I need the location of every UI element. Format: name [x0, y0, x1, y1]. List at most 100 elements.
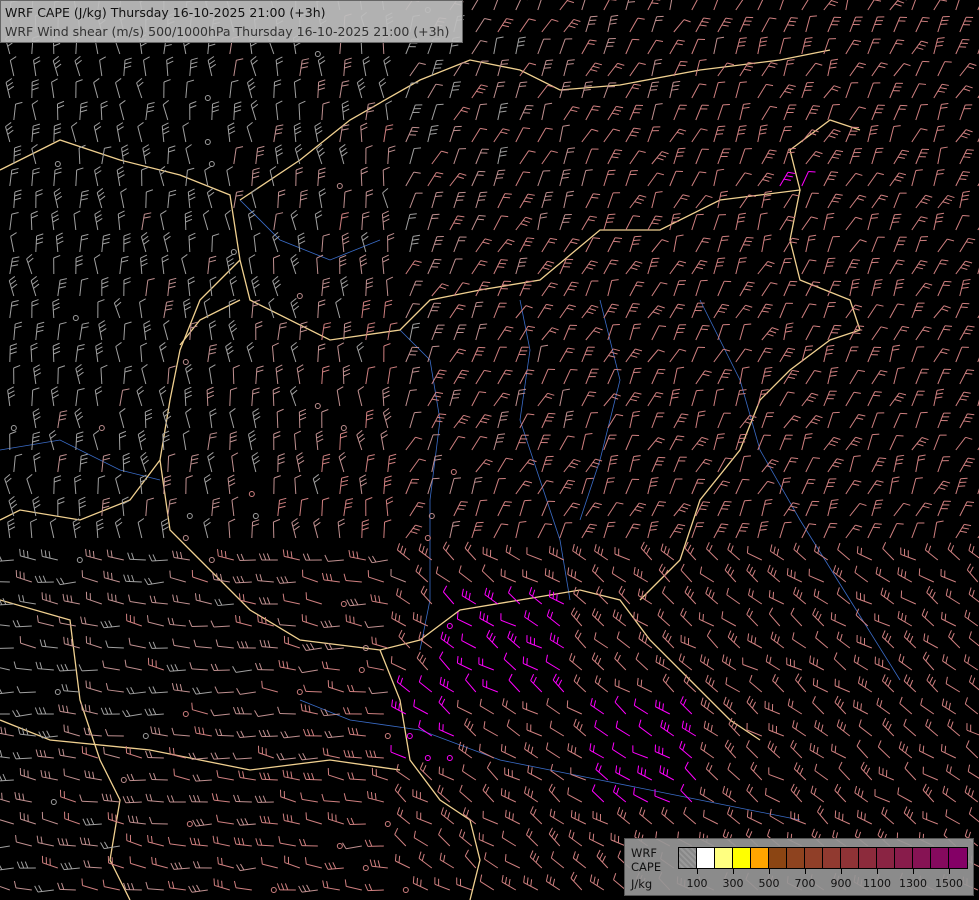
wind-barb-feather	[921, 40, 929, 44]
wind-barb-feather	[260, 615, 263, 624]
wind-barb-feather	[249, 214, 256, 219]
wind-barb-feather	[215, 639, 219, 647]
wind-barb-shaft	[591, 614, 605, 627]
wind-barb-shaft	[592, 570, 605, 583]
wind-barb-feather	[462, 62, 470, 65]
wind-barb-feather	[657, 504, 665, 507]
wind-barb-shaft	[229, 412, 235, 429]
wind-barb-feather	[962, 194, 970, 197]
wind-barb-feather	[742, 366, 750, 369]
wind-barb-feather	[661, 151, 669, 155]
wind-barb-feather	[22, 793, 25, 801]
calm-wind-circle	[208, 557, 215, 563]
wind-barb-feather	[563, 486, 571, 489]
wind-barb-feather	[640, 541, 645, 549]
wind-barb-feather	[31, 100, 39, 105]
wind-barb-feather	[764, 502, 772, 505]
country-border	[379, 649, 481, 900]
wind-barb-feather	[683, 674, 688, 682]
wind-barb-feather	[169, 498, 177, 501]
wind-barb-feather	[770, 282, 778, 285]
wind-barb-feather	[6, 125, 13, 131]
wind-barb-feather	[749, 786, 753, 794]
wind-barb-feather	[111, 593, 113, 601]
wind-barb-feather	[31, 214, 38, 219]
wind-barb-feather	[699, 171, 707, 174]
wind-barb-feather	[564, 81, 572, 84]
wind-barb-feather	[435, 83, 443, 86]
wind-barb-shaft	[591, 790, 605, 803]
wind-barb-shaft	[805, 457, 814, 473]
wind-barb-feather	[853, 39, 862, 42]
wind-barb-feather	[567, 787, 570, 795]
wind-barb-shaft	[60, 796, 76, 803]
wind-barb-feather	[853, 455, 861, 457]
wind-barb-feather	[454, 389, 462, 392]
wind-barb-feather	[787, 171, 795, 174]
wind-barb-shaft	[493, 215, 502, 231]
wind-barb-feather	[229, 323, 236, 329]
wind-barb-feather	[322, 369, 330, 373]
wind-barb-feather	[436, 171, 444, 175]
wind-barb-feather	[230, 431, 238, 435]
wind-barb-feather	[590, 697, 593, 706]
wind-barb-shaft	[607, 502, 617, 517]
wind-barb-feather	[382, 210, 389, 215]
wind-barb-shaft	[801, 434, 807, 451]
wind-barb-feather	[12, 752, 17, 760]
wind-barb-feather	[764, 234, 772, 237]
wind-barb-shaft	[761, 62, 772, 77]
wind-barb-feather	[440, 787, 444, 795]
wind-barb-feather	[298, 236, 305, 241]
wind-barb-feather	[255, 325, 263, 329]
wind-barb-feather	[855, 216, 863, 220]
wind-barb-shaft	[275, 60, 279, 77]
wind-barb-shaft	[305, 690, 322, 693]
wind-barb-feather	[401, 632, 406, 640]
wind-barb-feather	[573, 18, 581, 22]
wind-barb-shaft	[867, 258, 874, 275]
wind-barb-shaft	[166, 60, 169, 77]
wind-barb-feather	[78, 664, 83, 672]
wind-barb-feather	[859, 239, 867, 243]
wind-barb-feather	[644, 769, 647, 777]
river	[299, 699, 801, 821]
wind-barb-shaft	[81, 622, 98, 627]
wind-barb-feather	[469, 723, 474, 731]
wind-barb-feather	[966, 149, 974, 151]
wind-barb-feather	[290, 771, 293, 779]
wind-barb-shaft	[191, 668, 208, 671]
wind-barb-shaft	[42, 818, 58, 825]
wind-barb-feather	[501, 102, 509, 105]
wind-barb-feather	[315, 214, 323, 219]
wind-barb-feather	[586, 266, 594, 270]
wind-barb-feather	[188, 232, 196, 237]
wind-barb-shaft	[427, 172, 437, 187]
wind-barb-shaft	[966, 569, 979, 583]
wind-barb-feather	[859, 502, 867, 507]
wind-barb-shaft	[889, 126, 895, 143]
wind-barb-feather	[275, 100, 283, 105]
wind-barb-feather	[967, 656, 970, 664]
wind-barb-feather	[14, 189, 22, 193]
wind-barb-feather	[70, 638, 73, 646]
wind-barb-shaft	[255, 368, 258, 385]
wind-barb-shaft	[9, 214, 13, 231]
wind-barb-shaft	[893, 413, 901, 429]
wind-barb-feather	[320, 709, 325, 716]
wind-barb-feather	[119, 434, 127, 439]
wind-barb-shaft	[783, 415, 795, 429]
wind-barb-shaft	[964, 660, 979, 671]
wind-barb-feather	[503, 373, 511, 376]
wind-barb-feather	[291, 301, 298, 307]
wind-barb-feather	[451, 44, 459, 47]
wind-barb-feather	[722, 235, 730, 238]
wind-barb-shaft	[607, 63, 618, 77]
wind-barb-feather	[124, 321, 132, 325]
wind-barb-feather	[453, 81, 461, 84]
wind-barb-feather	[744, 172, 752, 175]
wind-barb-feather	[902, 325, 910, 329]
wind-barb-feather	[852, 439, 860, 443]
wind-barb-feather	[33, 431, 41, 435]
wind-barb-feather	[617, 654, 621, 662]
